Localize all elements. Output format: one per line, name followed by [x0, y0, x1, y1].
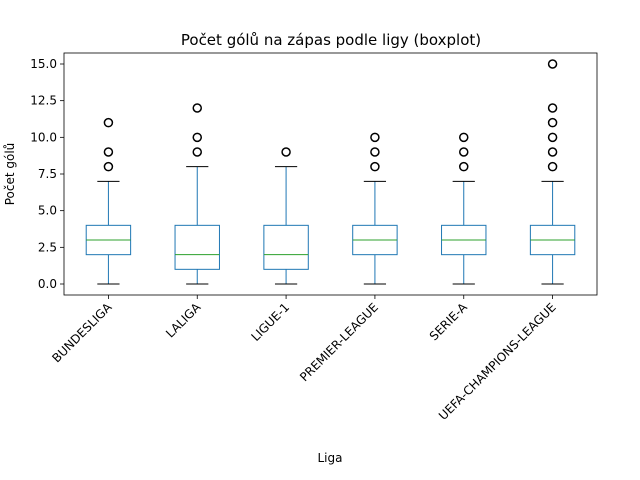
chart-title: Počet gólů na zápas podle ligy (boxplot)	[181, 31, 481, 49]
x-tick-label: LIGUE-1	[248, 300, 292, 344]
x-tick-label: BUNDESLIGA	[49, 300, 115, 366]
outlier-point	[459, 147, 469, 157]
outlier-point	[547, 147, 558, 157]
y-tick-label: 5.0	[38, 204, 57, 218]
outlier-point	[547, 103, 558, 113]
x-tick-label: SERIE-A	[427, 300, 471, 344]
outlier-point	[459, 161, 469, 172]
box-uefa-champions-league	[529, 59, 576, 285]
box-ligue-1	[263, 147, 309, 285]
y-axis-label: Počet gólů	[3, 143, 17, 206]
outlier-point	[103, 161, 114, 172]
iqr-box	[174, 224, 220, 270]
box-bundesliga	[85, 117, 132, 285]
box-serie-a	[441, 132, 487, 285]
outlier-point	[192, 132, 202, 143]
outlier-point	[192, 103, 202, 113]
y-tick-label: 15.0	[30, 57, 57, 71]
box-premier-league	[352, 132, 398, 285]
outlier-point	[281, 147, 291, 157]
outlier-point	[370, 132, 380, 143]
y-tick-label: 10.0	[30, 130, 57, 144]
outlier-point	[103, 117, 114, 128]
outlier-point	[459, 132, 469, 143]
iqr-box	[263, 224, 309, 270]
outlier-point	[192, 147, 202, 157]
box-laliga	[174, 103, 220, 285]
outlier-point	[370, 161, 380, 172]
outlier-point	[547, 59, 558, 69]
y-tick-label: 2.5	[38, 240, 57, 254]
outlier-point	[547, 117, 558, 128]
outlier-point	[547, 132, 558, 143]
outlier-point	[547, 161, 558, 172]
y-axis: 0.0 2.5 5.0 7.5 10.0 12.5 15.0	[30, 57, 64, 291]
outlier-point	[370, 147, 380, 157]
outlier-point	[103, 147, 114, 157]
box-layer	[85, 59, 576, 285]
y-tick-label: 7.5	[38, 167, 57, 181]
x-axis: BUNDESLIGA LALIGA LIGUE-1 PREMIER-LEAGUE SER…	[49, 295, 559, 423]
y-tick-label: 0.0	[38, 277, 57, 291]
x-axis-label: Liga	[318, 451, 343, 465]
x-tick-label: LALIGA	[163, 300, 204, 341]
x-tick-label: PREMIER-LEAGUE	[297, 300, 381, 384]
plot-area	[63, 52, 598, 296]
y-tick-label: 12.5	[30, 94, 57, 108]
